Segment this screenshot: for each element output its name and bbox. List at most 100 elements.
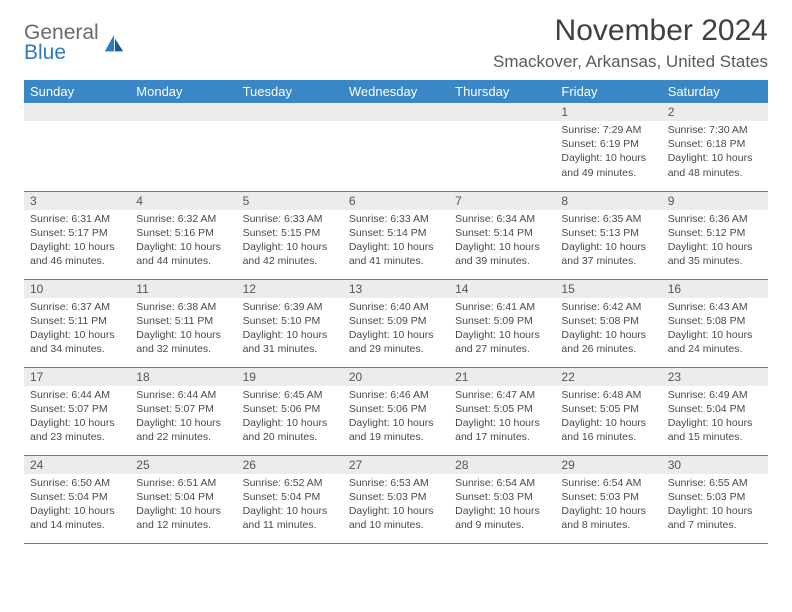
day-details: Sunrise: 7:29 AMSunset: 6:19 PMDaylight:… [555, 121, 661, 184]
calendar-cell: 21Sunrise: 6:47 AMSunset: 5:05 PMDayligh… [449, 367, 555, 455]
day-number: 5 [237, 192, 343, 210]
day-number [130, 103, 236, 121]
day-details: Sunrise: 6:52 AMSunset: 5:04 PMDaylight:… [237, 474, 343, 537]
day-number: 7 [449, 192, 555, 210]
calendar-body: 1Sunrise: 7:29 AMSunset: 6:19 PMDaylight… [24, 103, 768, 543]
calendar-cell: 25Sunrise: 6:51 AMSunset: 5:04 PMDayligh… [130, 455, 236, 543]
day-number: 4 [130, 192, 236, 210]
day-number: 2 [662, 103, 768, 121]
day-details: Sunrise: 6:33 AMSunset: 5:15 PMDaylight:… [237, 210, 343, 273]
calendar-cell: 26Sunrise: 6:52 AMSunset: 5:04 PMDayligh… [237, 455, 343, 543]
day-details: Sunrise: 7:30 AMSunset: 6:18 PMDaylight:… [662, 121, 768, 184]
calendar-cell: 30Sunrise: 6:55 AMSunset: 5:03 PMDayligh… [662, 455, 768, 543]
day-details: Sunrise: 6:36 AMSunset: 5:12 PMDaylight:… [662, 210, 768, 273]
day-details: Sunrise: 6:55 AMSunset: 5:03 PMDaylight:… [662, 474, 768, 537]
day-number: 22 [555, 368, 661, 386]
day-number [237, 103, 343, 121]
day-number: 12 [237, 280, 343, 298]
day-number [343, 103, 449, 121]
day-details [130, 121, 236, 127]
weekday-header: Thursday [449, 80, 555, 103]
weekday-header: Friday [555, 80, 661, 103]
calendar-cell [343, 103, 449, 191]
calendar-cell: 29Sunrise: 6:54 AMSunset: 5:03 PMDayligh… [555, 455, 661, 543]
day-number: 24 [24, 456, 130, 474]
calendar-cell: 23Sunrise: 6:49 AMSunset: 5:04 PMDayligh… [662, 367, 768, 455]
calendar-cell: 11Sunrise: 6:38 AMSunset: 5:11 PMDayligh… [130, 279, 236, 367]
day-details: Sunrise: 6:47 AMSunset: 5:05 PMDaylight:… [449, 386, 555, 449]
day-number: 1 [555, 103, 661, 121]
calendar-cell: 13Sunrise: 6:40 AMSunset: 5:09 PMDayligh… [343, 279, 449, 367]
day-details: Sunrise: 6:33 AMSunset: 5:14 PMDaylight:… [343, 210, 449, 273]
calendar-cell: 6Sunrise: 6:33 AMSunset: 5:14 PMDaylight… [343, 191, 449, 279]
day-details: Sunrise: 6:35 AMSunset: 5:13 PMDaylight:… [555, 210, 661, 273]
day-number: 21 [449, 368, 555, 386]
calendar-cell: 19Sunrise: 6:45 AMSunset: 5:06 PMDayligh… [237, 367, 343, 455]
calendar-cell: 5Sunrise: 6:33 AMSunset: 5:15 PMDaylight… [237, 191, 343, 279]
day-details: Sunrise: 6:34 AMSunset: 5:14 PMDaylight:… [449, 210, 555, 273]
title-block: November 2024 Smackover, Arkansas, Unite… [493, 14, 768, 72]
day-details: Sunrise: 6:41 AMSunset: 5:09 PMDaylight:… [449, 298, 555, 361]
day-details [24, 121, 130, 127]
calendar-cell: 1Sunrise: 7:29 AMSunset: 6:19 PMDaylight… [555, 103, 661, 191]
day-details [343, 121, 449, 127]
calendar-cell: 7Sunrise: 6:34 AMSunset: 5:14 PMDaylight… [449, 191, 555, 279]
day-number: 19 [237, 368, 343, 386]
day-details: Sunrise: 6:31 AMSunset: 5:17 PMDaylight:… [24, 210, 130, 273]
day-number: 9 [662, 192, 768, 210]
day-number: 28 [449, 456, 555, 474]
calendar-page: General Blue November 2024 Smackover, Ar… [0, 0, 792, 564]
day-details: Sunrise: 6:37 AMSunset: 5:11 PMDaylight:… [24, 298, 130, 361]
calendar-cell: 14Sunrise: 6:41 AMSunset: 5:09 PMDayligh… [449, 279, 555, 367]
calendar-cell: 18Sunrise: 6:44 AMSunset: 5:07 PMDayligh… [130, 367, 236, 455]
calendar-cell: 27Sunrise: 6:53 AMSunset: 5:03 PMDayligh… [343, 455, 449, 543]
calendar-cell: 8Sunrise: 6:35 AMSunset: 5:13 PMDaylight… [555, 191, 661, 279]
day-number: 25 [130, 456, 236, 474]
day-details: Sunrise: 6:38 AMSunset: 5:11 PMDaylight:… [130, 298, 236, 361]
calendar-cell: 17Sunrise: 6:44 AMSunset: 5:07 PMDayligh… [24, 367, 130, 455]
day-number: 30 [662, 456, 768, 474]
day-details: Sunrise: 6:46 AMSunset: 5:06 PMDaylight:… [343, 386, 449, 449]
calendar-cell: 22Sunrise: 6:48 AMSunset: 5:05 PMDayligh… [555, 367, 661, 455]
day-number: 13 [343, 280, 449, 298]
day-number: 10 [24, 280, 130, 298]
day-details: Sunrise: 6:51 AMSunset: 5:04 PMDaylight:… [130, 474, 236, 537]
calendar-cell [24, 103, 130, 191]
calendar-cell [449, 103, 555, 191]
calendar-cell: 12Sunrise: 6:39 AMSunset: 5:10 PMDayligh… [237, 279, 343, 367]
weekday-header: Monday [130, 80, 236, 103]
day-details [237, 121, 343, 127]
calendar-cell: 24Sunrise: 6:50 AMSunset: 5:04 PMDayligh… [24, 455, 130, 543]
sail-icon [103, 33, 125, 55]
day-details: Sunrise: 6:44 AMSunset: 5:07 PMDaylight:… [24, 386, 130, 449]
day-details: Sunrise: 6:44 AMSunset: 5:07 PMDaylight:… [130, 386, 236, 449]
calendar-cell: 16Sunrise: 6:43 AMSunset: 5:08 PMDayligh… [662, 279, 768, 367]
day-details: Sunrise: 6:54 AMSunset: 5:03 PMDaylight:… [449, 474, 555, 537]
day-number: 15 [555, 280, 661, 298]
day-details: Sunrise: 6:32 AMSunset: 5:16 PMDaylight:… [130, 210, 236, 273]
day-details: Sunrise: 6:48 AMSunset: 5:05 PMDaylight:… [555, 386, 661, 449]
day-details: Sunrise: 6:40 AMSunset: 5:09 PMDaylight:… [343, 298, 449, 361]
day-number: 26 [237, 456, 343, 474]
day-number: 16 [662, 280, 768, 298]
day-number: 20 [343, 368, 449, 386]
calendar-cell: 20Sunrise: 6:46 AMSunset: 5:06 PMDayligh… [343, 367, 449, 455]
day-number [24, 103, 130, 121]
logo-text-block: General Blue [24, 22, 99, 63]
calendar-cell: 15Sunrise: 6:42 AMSunset: 5:08 PMDayligh… [555, 279, 661, 367]
day-details: Sunrise: 6:49 AMSunset: 5:04 PMDaylight:… [662, 386, 768, 449]
day-number: 6 [343, 192, 449, 210]
day-details: Sunrise: 6:42 AMSunset: 5:08 PMDaylight:… [555, 298, 661, 361]
day-number: 17 [24, 368, 130, 386]
logo-blue: Blue [24, 42, 99, 63]
calendar-table: SundayMondayTuesdayWednesdayThursdayFrid… [24, 80, 768, 544]
day-details [449, 121, 555, 127]
weekday-header: Tuesday [237, 80, 343, 103]
day-details: Sunrise: 6:50 AMSunset: 5:04 PMDaylight:… [24, 474, 130, 537]
day-number: 23 [662, 368, 768, 386]
day-details: Sunrise: 6:39 AMSunset: 5:10 PMDaylight:… [237, 298, 343, 361]
calendar-cell: 28Sunrise: 6:54 AMSunset: 5:03 PMDayligh… [449, 455, 555, 543]
calendar-head: SundayMondayTuesdayWednesdayThursdayFrid… [24, 80, 768, 103]
day-number: 3 [24, 192, 130, 210]
day-number: 27 [343, 456, 449, 474]
